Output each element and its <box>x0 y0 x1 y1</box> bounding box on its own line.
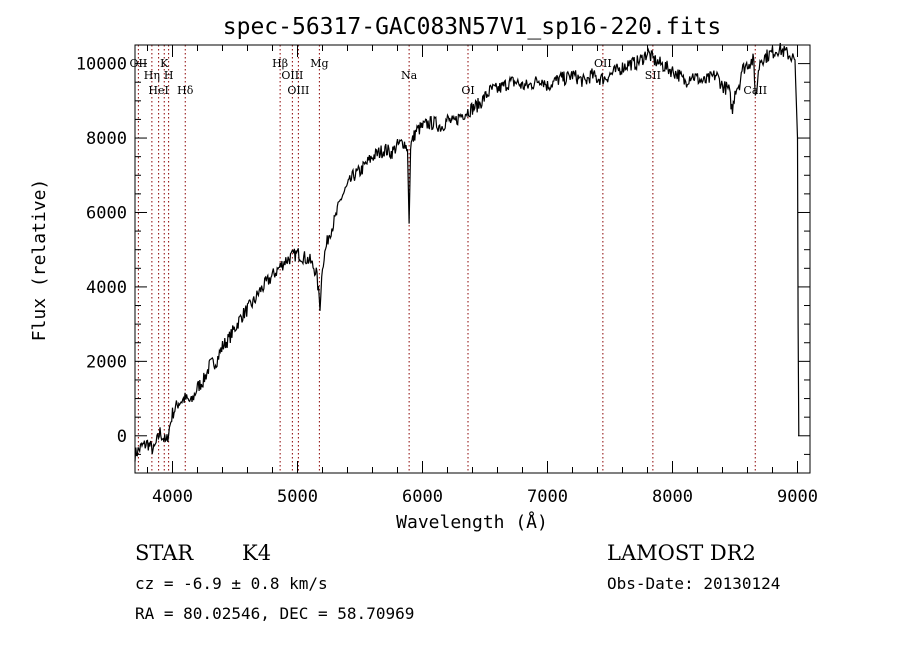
spectral-subclass: K4 <box>242 541 271 565</box>
line-label-10: Na <box>401 69 418 82</box>
x-tick-label: 4000 <box>152 487 193 507</box>
line-label-9: Mg <box>310 57 328 70</box>
x-tick-label: 6000 <box>402 487 443 507</box>
line-label-8: OIII <box>287 84 309 97</box>
coordinates: RA = 80.02546, DEC = 58.70969 <box>135 604 414 623</box>
object-type: STAR <box>135 541 194 565</box>
y-tick-label: 6000 <box>86 203 127 223</box>
x-axis-ticks: 4000 5000 6000 7000 8000 9000 <box>147 45 818 507</box>
line-label-4: H <box>164 69 174 82</box>
line-label-11: OI <box>461 84 474 97</box>
y-tick-label: 2000 <box>86 352 127 372</box>
line-label-3: K <box>160 57 169 70</box>
line-label-6: Hβ <box>272 57 288 70</box>
x-tick-label: 7000 <box>527 487 568 507</box>
line-label-2: HeI <box>148 84 168 97</box>
y-axis-ticks: 0 2000 4000 6000 8000 10000 <box>76 44 810 455</box>
chart-title: spec-56317-GAC083N57V1_sp16-220.fits <box>223 14 722 40</box>
spectrum-series-line <box>134 42 800 462</box>
y-tick-label: 8000 <box>86 129 127 149</box>
y-axis-label: Flux (relative) <box>29 179 50 342</box>
y-tick-label: 0 <box>117 427 127 447</box>
x-tick-label: 9000 <box>777 487 818 507</box>
line-label-12: OII <box>594 57 612 70</box>
y-tick-label: 10000 <box>76 55 127 75</box>
line-label-5: Hδ <box>177 84 194 97</box>
redshift-text: cz = -6.9 ± 0.8 km/s <box>135 574 328 593</box>
x-axis-label: Wavelength (Å) <box>396 511 548 533</box>
line-label-1: Hη <box>144 69 160 82</box>
y-tick-label: 4000 <box>86 278 127 298</box>
line-label-13: SII <box>645 69 661 82</box>
line-label-7: OIII <box>281 69 303 82</box>
obs-date: Obs-Date: 20130124 <box>607 574 780 593</box>
x-tick-label: 5000 <box>277 487 318 507</box>
survey-name: LAMOST DR2 <box>607 541 756 565</box>
spectral-line-markers <box>137 45 756 473</box>
x-tick-label: 8000 <box>652 487 693 507</box>
